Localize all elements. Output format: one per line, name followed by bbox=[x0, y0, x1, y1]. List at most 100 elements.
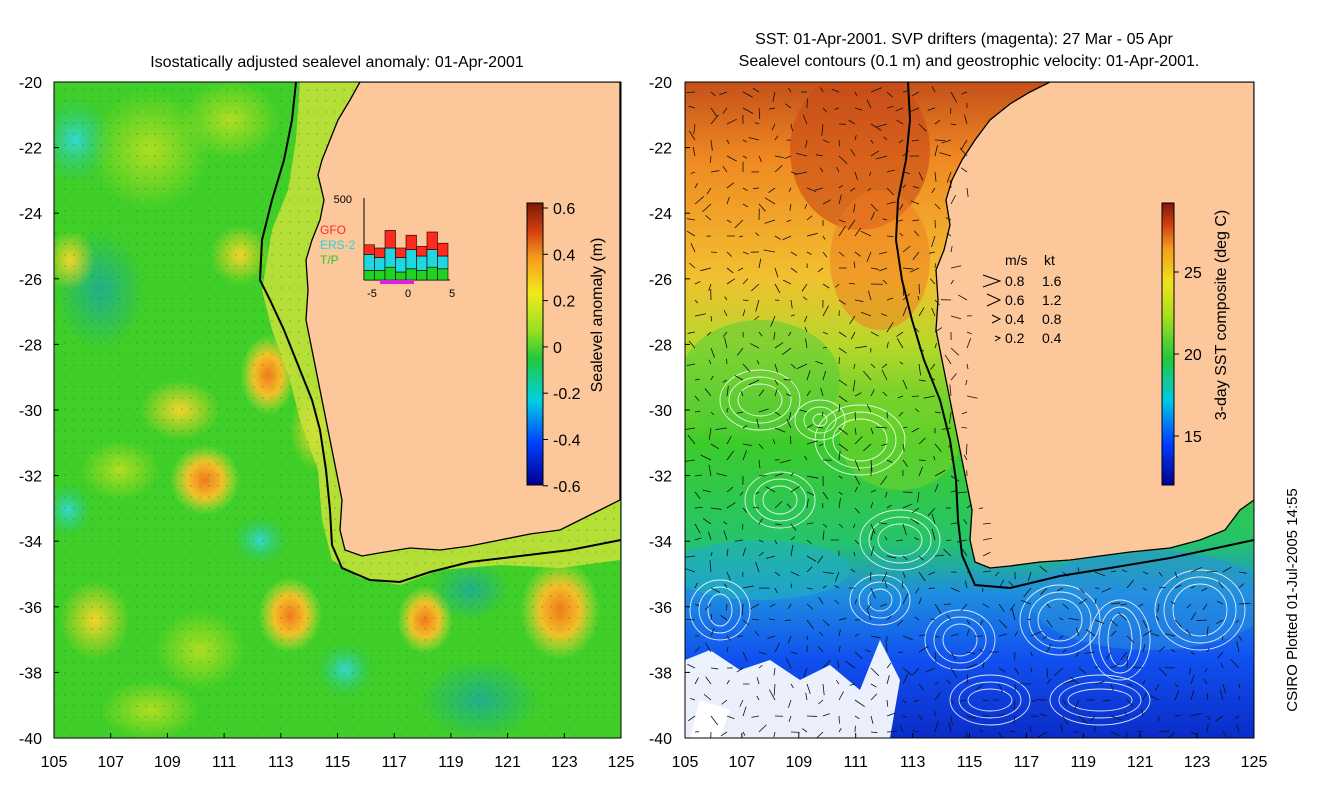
velocity-vector bbox=[845, 660, 856, 669]
velocity-vector bbox=[1008, 580, 1016, 589]
y-tick-label: -28 bbox=[19, 337, 42, 354]
velocity-vector bbox=[918, 683, 924, 691]
velocity-vector bbox=[1026, 618, 1032, 621]
velocity-vector bbox=[1105, 651, 1112, 660]
velocity-vector bbox=[870, 693, 878, 701]
velocity-vector bbox=[838, 379, 848, 387]
velocity-vector bbox=[705, 642, 712, 653]
speed-legend: m/s kt 0.8 1.6 0.6 1.2 0.4 0.8 0.2 0.4 bbox=[982, 252, 1062, 346]
velocity-vector bbox=[773, 683, 776, 696]
velocity-vector bbox=[694, 183, 698, 189]
velocity-vector bbox=[982, 603, 990, 608]
velocity-vector bbox=[1206, 715, 1212, 721]
velocity-vector bbox=[1222, 683, 1227, 694]
velocity-vector bbox=[1037, 731, 1048, 738]
velocity-vector bbox=[838, 404, 841, 413]
velocity-vector bbox=[742, 203, 749, 208]
velocity-vector bbox=[771, 123, 776, 131]
velocity-vector bbox=[838, 491, 843, 496]
velocity-vector bbox=[982, 551, 991, 557]
velocity-vector bbox=[774, 539, 778, 545]
velocity-vector bbox=[838, 523, 844, 529]
velocity-vector bbox=[934, 554, 945, 557]
velocity-vector bbox=[1023, 587, 1032, 598]
velocity-vector bbox=[710, 613, 713, 621]
velocity-vector bbox=[1168, 731, 1176, 738]
velocity-vector bbox=[710, 139, 713, 151]
velocity-vector bbox=[708, 427, 712, 440]
velocity-vector bbox=[806, 522, 814, 525]
sealevel-contour bbox=[967, 688, 1013, 712]
velocity-vector bbox=[886, 187, 895, 196]
right-panel-title-line1: SST: 01-Apr-2001. SVP drifters (magenta)… bbox=[755, 31, 1173, 48]
velocity-vector bbox=[902, 459, 908, 467]
velocity-vector bbox=[822, 107, 828, 113]
velocity-vector bbox=[758, 664, 763, 669]
velocity-vector bbox=[934, 635, 940, 638]
velocity-vector bbox=[1142, 587, 1147, 591]
velocity-vector bbox=[1126, 635, 1135, 644]
velocity-vector bbox=[998, 713, 1006, 717]
velocity-vector bbox=[1077, 567, 1080, 573]
velocity-vector bbox=[726, 548, 729, 557]
velocity-vector bbox=[754, 315, 760, 321]
velocity-vector bbox=[758, 258, 762, 269]
velocity-vector bbox=[918, 597, 922, 605]
velocity-vector bbox=[742, 107, 754, 114]
x-tick-label: 109 bbox=[785, 754, 812, 771]
velocity-vector bbox=[853, 203, 856, 213]
velocity-vector bbox=[774, 523, 782, 526]
velocity-vector bbox=[1206, 723, 1209, 733]
velocity-vector bbox=[1110, 731, 1120, 736]
velocity-vector bbox=[1219, 689, 1224, 701]
velocity-vector bbox=[864, 649, 872, 653]
velocity-vector bbox=[806, 187, 817, 193]
velocity-vector bbox=[1204, 667, 1208, 673]
y-tick-label: -38 bbox=[19, 665, 42, 682]
velocity-vector bbox=[878, 267, 888, 272]
velocity-vector bbox=[934, 343, 937, 349]
velocity-vector bbox=[1206, 693, 1209, 701]
speed-ms: 0.8 bbox=[1005, 273, 1025, 289]
velocity-vector bbox=[741, 603, 744, 616]
velocity-vector bbox=[868, 171, 872, 176]
velocity-vector bbox=[879, 251, 888, 255]
velocity-vector bbox=[715, 427, 728, 431]
velocity-vector bbox=[754, 122, 760, 125]
velocity-vector bbox=[690, 243, 696, 253]
velocity-vector bbox=[726, 635, 731, 641]
velocity-vector bbox=[950, 123, 957, 126]
y-tick-label: -20 bbox=[649, 75, 672, 92]
velocity-vector bbox=[866, 251, 872, 262]
velocity-vector bbox=[950, 651, 957, 660]
velocity-vector bbox=[915, 587, 920, 594]
sealevel-contour bbox=[794, 399, 846, 441]
velocity-vector bbox=[834, 107, 840, 110]
velocity-vector bbox=[918, 307, 925, 317]
speed-ms: 0.2 bbox=[1005, 330, 1025, 346]
velocity-vector bbox=[817, 426, 824, 429]
velocity-vector bbox=[768, 187, 776, 193]
velocity-vector bbox=[694, 506, 703, 509]
velocity-vector bbox=[689, 262, 696, 269]
velocity-vector bbox=[742, 139, 747, 143]
speed-kt: 0.8 bbox=[1042, 311, 1062, 327]
velocity-vector bbox=[870, 150, 880, 157]
velocity-vector bbox=[950, 633, 959, 637]
x-tick-label: 117 bbox=[381, 754, 407, 771]
australia-land bbox=[935, 82, 1254, 569]
velocity-vector bbox=[898, 651, 904, 654]
velocity-vector bbox=[884, 536, 888, 541]
velocity-vector bbox=[790, 472, 794, 477]
velocity-vector bbox=[790, 363, 797, 369]
velocity-vector bbox=[895, 107, 904, 112]
velocity-vector bbox=[702, 518, 712, 525]
velocity-vector bbox=[982, 661, 985, 669]
velocity-vector bbox=[931, 307, 936, 317]
velocity-vector bbox=[870, 571, 872, 581]
velocity-vector bbox=[726, 386, 729, 397]
velocity-vector bbox=[966, 363, 969, 370]
velocity-vector bbox=[1158, 667, 1168, 677]
velocity-vector bbox=[709, 560, 712, 573]
inset-bar-tp bbox=[437, 268, 449, 281]
